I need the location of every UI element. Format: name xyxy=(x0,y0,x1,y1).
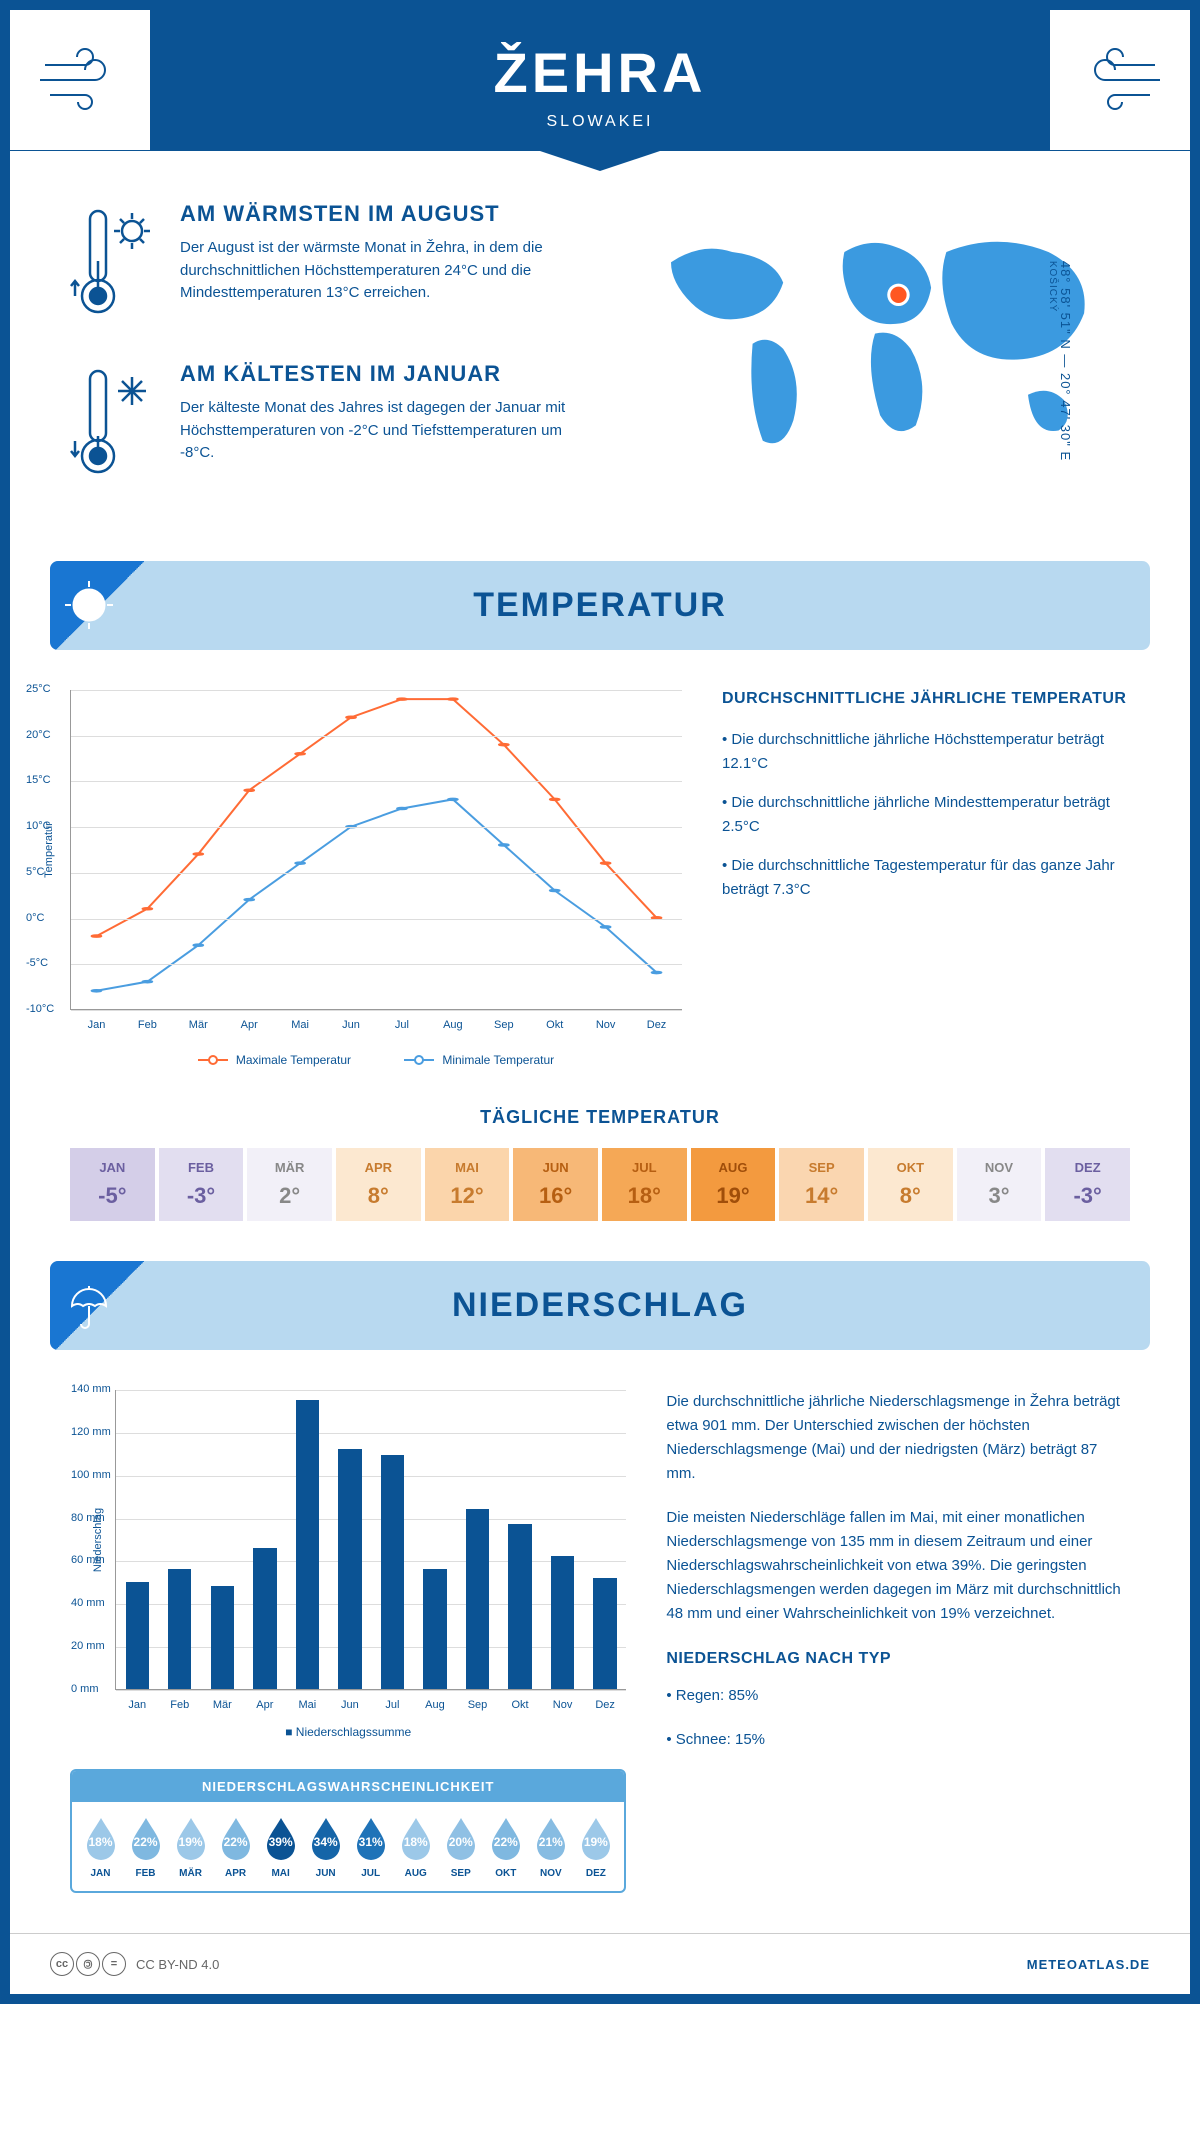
prob-cell: 22%FEB xyxy=(125,1814,166,1879)
thermometer-cold-icon xyxy=(70,361,160,486)
line-chart-legend: Maximale Temperatur Minimale Temperatur xyxy=(70,1050,682,1067)
prob-cell: 34%JUN xyxy=(305,1814,346,1879)
prob-cell: 18%JAN xyxy=(80,1814,121,1879)
daily-temp-grid: JAN-5°FEB-3°MÄR2°APR8°MAI12°JUN16°JUL18°… xyxy=(70,1148,1130,1221)
header: ŽEHRA SLOWAKEI xyxy=(10,10,1190,151)
precip-bar xyxy=(508,1524,531,1689)
precip-text: Die durchschnittliche jährliche Niedersc… xyxy=(666,1390,1130,1893)
precip-type-line: • Schnee: 15% xyxy=(666,1728,1130,1752)
daily-temp-cell: OKT8° xyxy=(868,1148,953,1221)
page-subtitle: SLOWAKEI xyxy=(10,113,1190,131)
license-text: CC BY-ND 4.0 xyxy=(136,1957,219,1972)
fact-warm-text: Der August ist der wärmste Monat in Žehr… xyxy=(180,237,580,305)
cc-license-icon: cc🄯= xyxy=(50,1952,126,1976)
prob-cell: 22%APR xyxy=(215,1814,256,1879)
precip-type-line: • Regen: 85% xyxy=(666,1684,1130,1708)
fact-cold-text: Der kälteste Monat des Jahres ist dagege… xyxy=(180,397,580,465)
prob-cell: 19%DEZ xyxy=(575,1814,616,1879)
fact-coldest: AM KÄLTESTEN IM JANUAR Der kälteste Mona… xyxy=(70,361,580,486)
temperature-line-chart: Temperatur -10°C-5°C0°C5°C10°C15°C20°C25… xyxy=(70,690,682,1010)
daily-temp-cell: FEB-3° xyxy=(159,1148,244,1221)
section-precip-banner: NIEDERSCHLAG xyxy=(50,1261,1150,1350)
site-name: METEOATLAS.DE xyxy=(1027,1957,1150,1972)
wind-icon-right xyxy=(1050,10,1190,150)
wind-icon-left xyxy=(10,10,150,150)
prob-cell: 21%NOV xyxy=(530,1814,571,1879)
temp-info: DURCHSCHNITTLICHE JÄHRLICHE TEMPERATUR •… xyxy=(722,690,1130,1067)
temp-info-line: • Die durchschnittliche Tagestemperatur … xyxy=(722,854,1130,902)
prob-cell: 18%AUG xyxy=(395,1814,436,1879)
fact-warm-title: AM WÄRMSTEN IM AUGUST xyxy=(180,201,580,227)
precip-bar xyxy=(126,1582,149,1689)
footer: cc🄯= CC BY-ND 4.0 METEOATLAS.DE xyxy=(10,1933,1190,1994)
daily-temp-cell: MAI12° xyxy=(425,1148,510,1221)
fact-cold-title: AM KÄLTESTEN IM JANUAR xyxy=(180,361,580,387)
daily-temp-cell: NOV3° xyxy=(957,1148,1042,1221)
coordinates: 48° 58' 51" N — 20° 47' 30" E KOŠICKÝ xyxy=(1047,261,1073,461)
precip-bar-chart: Niederschlag 0 mm20 mm40 mm60 mm80 mm100… xyxy=(115,1390,626,1690)
precip-bar xyxy=(296,1400,319,1689)
precip-bar xyxy=(466,1509,489,1689)
prob-cell: 39%MAI xyxy=(260,1814,301,1879)
daily-temp-cell: MÄR2° xyxy=(247,1148,332,1221)
daily-temp-cell: SEP14° xyxy=(779,1148,864,1221)
precip-bar xyxy=(211,1586,234,1689)
page-title: ŽEHRA xyxy=(10,40,1190,105)
sun-icon xyxy=(50,561,150,650)
bar-chart-legend: Niederschlagssumme xyxy=(70,1725,626,1739)
daily-temp-cell: APR8° xyxy=(336,1148,421,1221)
prob-cell: 31%JUL xyxy=(350,1814,391,1879)
precip-bar xyxy=(423,1569,446,1689)
daily-temp-title: TÄGLICHE TEMPERATUR xyxy=(70,1107,1130,1128)
prob-cell: 20%SEP xyxy=(440,1814,481,1879)
precip-probability-box: NIEDERSCHLAGSWAHRSCHEINLICHKEIT 18%JAN22… xyxy=(70,1769,626,1893)
section-temp-banner: TEMPERATUR xyxy=(50,561,1150,650)
precip-bar xyxy=(338,1449,361,1689)
daily-temp-cell: JAN-5° xyxy=(70,1148,155,1221)
precip-bar xyxy=(551,1556,574,1689)
temp-info-line: • Die durchschnittliche jährliche Höchst… xyxy=(722,728,1130,776)
daily-temp-cell: DEZ-3° xyxy=(1045,1148,1130,1221)
precip-bar xyxy=(253,1548,276,1689)
world-map: 48° 58' 51" N — 20° 47' 30" E KOŠICKÝ xyxy=(620,201,1130,521)
prob-cell: 19%MÄR xyxy=(170,1814,211,1879)
daily-temp-cell: JUL18° xyxy=(602,1148,687,1221)
prob-cell: 22%OKT xyxy=(485,1814,526,1879)
umbrella-icon xyxy=(50,1261,150,1350)
precip-bar xyxy=(168,1569,191,1689)
daily-temp-cell: JUN16° xyxy=(513,1148,598,1221)
precip-bar xyxy=(593,1578,616,1689)
temp-info-line: • Die durchschnittliche jährliche Mindes… xyxy=(722,791,1130,839)
daily-temp-cell: AUG19° xyxy=(691,1148,776,1221)
precip-bar xyxy=(381,1455,404,1689)
thermometer-hot-icon xyxy=(70,201,160,326)
fact-warmest: AM WÄRMSTEN IM AUGUST Der August ist der… xyxy=(70,201,580,326)
